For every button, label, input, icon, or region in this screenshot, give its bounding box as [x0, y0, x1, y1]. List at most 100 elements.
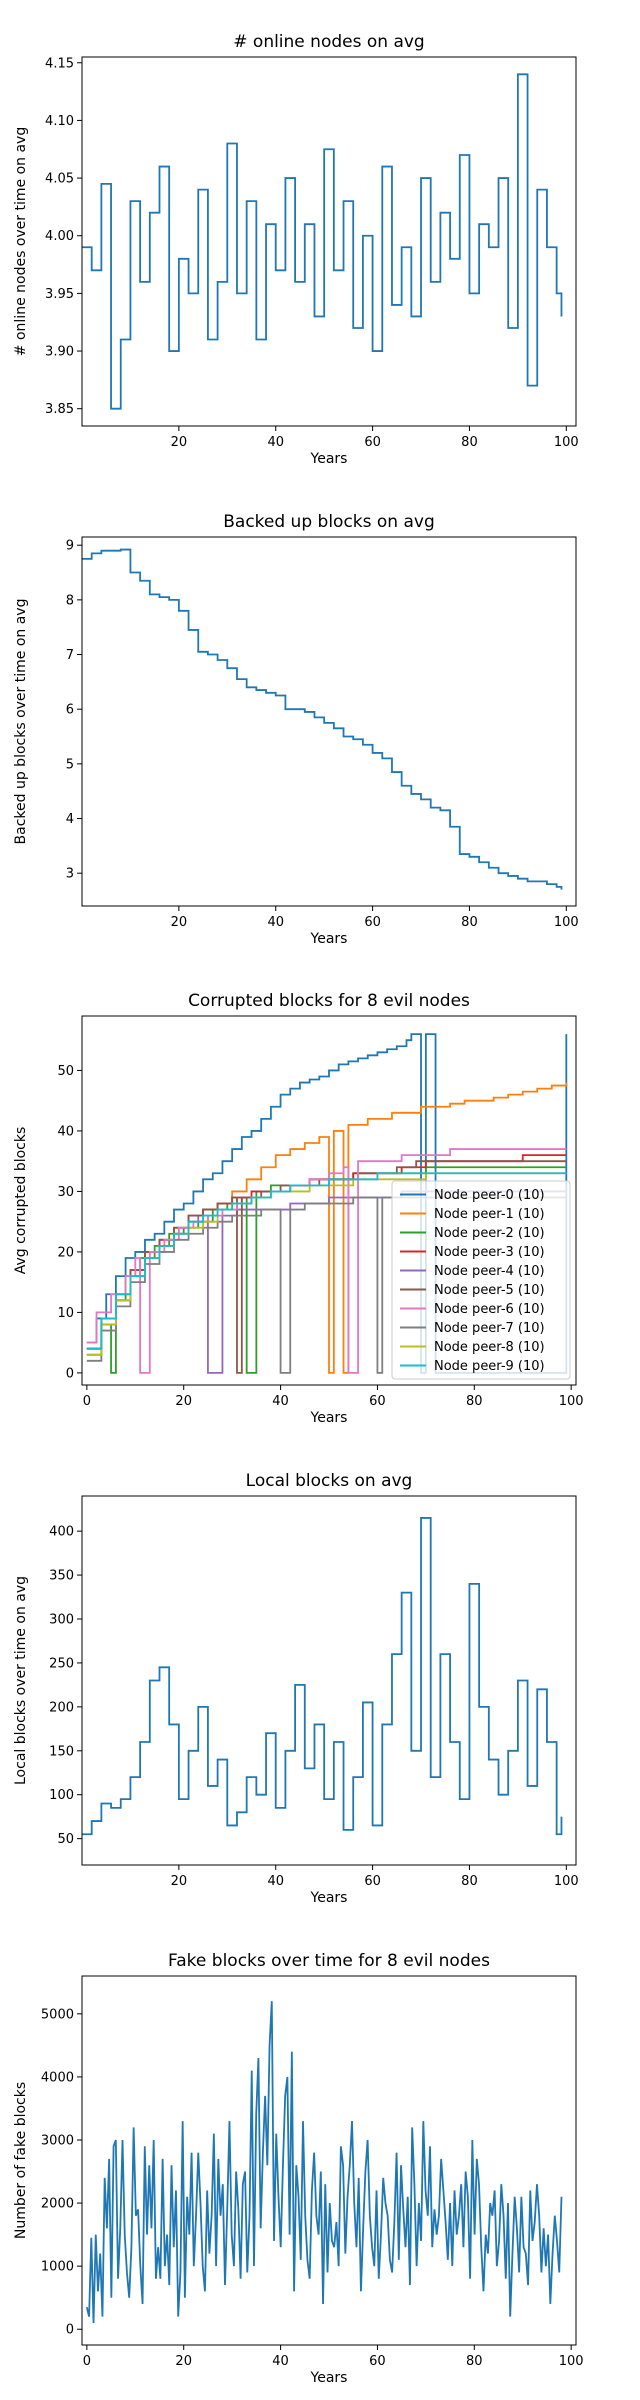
- legend-entry-9: Node peer-9 (10): [434, 1359, 545, 1374]
- y-tick-label: 400: [49, 1525, 74, 1540]
- y-axis-label: Avg corrupted blocks: [13, 1127, 29, 1275]
- plot-frame: [81, 1975, 577, 2346]
- x-axis-label: Years: [310, 451, 348, 467]
- chart-1: Backed up blocks on avg 20 40 60 80 100 3 4 5 6 7 8…: [13, 512, 579, 947]
- x-tick-label: 100: [554, 1874, 579, 1889]
- y-tick-label: 4.05: [45, 172, 74, 187]
- x-tick-label: 20: [171, 435, 188, 450]
- chart-4: Fake blocks over time for 8 evil nodes 0 2…: [13, 1951, 584, 2386]
- y-tick-label: 200: [49, 1700, 74, 1715]
- x-tick-label: 100: [554, 435, 579, 450]
- series-line-0: [82, 1517, 563, 1836]
- plot-frame: [81, 536, 577, 907]
- series-group: [85, 2001, 563, 2323]
- chart-3: Local blocks on avg 20 40 60 80 100 50 100 150 20…: [13, 1471, 579, 1906]
- y-tick-label: 20: [57, 1245, 74, 1260]
- y-tick-label: 4.10: [45, 114, 74, 129]
- chart-title: Corrupted blocks for 8 evil nodes: [188, 991, 470, 1011]
- y-axis-label: # online nodes over time on avg: [13, 127, 29, 356]
- legend-entry-3: Node peer-3 (10): [434, 1245, 545, 1260]
- x-tick-label: 40: [267, 1874, 284, 1889]
- chart-title: Local blocks on avg: [246, 1471, 413, 1491]
- x-tick-label: 40: [272, 1394, 289, 1409]
- y-tick-label: 5: [66, 757, 74, 772]
- y-tick-label: 50: [57, 1064, 74, 1079]
- legend-entry-5: Node peer-5 (10): [434, 1283, 545, 1298]
- y-tick-label: 300: [49, 1613, 74, 1628]
- x-tick-label: 100: [559, 2354, 584, 2369]
- y-tick-label: 3.85: [45, 402, 74, 417]
- x-tick-label: 0: [83, 2354, 91, 2369]
- x-tick-label: 20: [175, 2354, 192, 2369]
- chart-0: # online nodes on avg 20 40 60 80 100 3.85 3.90…: [13, 32, 579, 467]
- x-tick-label: 80: [466, 2354, 483, 2369]
- legend-entry-4: Node peer-4 (10): [434, 1264, 545, 1279]
- chart-2: Corrupted blocks for 8 evil nodes 0 20 40 60…: [13, 991, 584, 1426]
- series-group: [82, 1517, 563, 1836]
- y-tick-label: 40: [57, 1124, 74, 1139]
- x-tick-label: 60: [364, 435, 381, 450]
- series-group: [82, 73, 563, 410]
- y-tick-label: 6: [66, 703, 74, 718]
- y-tick-label: 3000: [41, 2134, 74, 2149]
- series-line-0: [82, 548, 563, 890]
- y-tick-label: 4000: [41, 2070, 74, 2085]
- x-axis-label: Years: [310, 931, 348, 947]
- series-line-7: [86, 1196, 567, 1374]
- y-tick-label: 2000: [41, 2197, 74, 2212]
- x-tick-label: 80: [466, 1394, 483, 1409]
- x-tick-label: 40: [267, 915, 284, 930]
- legend-entry-0: Node peer-0 (10): [434, 1188, 545, 1203]
- x-tick-label: 60: [364, 1874, 381, 1889]
- x-axis-label: Years: [310, 2370, 348, 2386]
- y-tick-label: 250: [49, 1656, 74, 1671]
- plot-frame: [81, 1015, 577, 1386]
- legend-entry-1: Node peer-1 (10): [434, 1207, 545, 1222]
- chart-title: Fake blocks over time for 8 evil nodes: [168, 1951, 490, 1971]
- plot-frame: [81, 56, 577, 427]
- x-axis-label: Years: [310, 1410, 348, 1426]
- y-tick-label: 3.90: [45, 345, 74, 360]
- y-tick-label: 7: [66, 648, 74, 663]
- x-tick-label: 40: [272, 2354, 289, 2369]
- y-tick-label: 0: [66, 2323, 74, 2338]
- x-tick-label: 0: [83, 1394, 91, 1409]
- chart-title: Backed up blocks on avg: [223, 512, 435, 532]
- x-tick-label: 60: [369, 2354, 386, 2369]
- legend-entry-6: Node peer-6 (10): [434, 1302, 545, 1317]
- legend: Node peer-0 (10) Node peer-1 (10) Node pee…: [391, 1180, 571, 1380]
- y-tick-label: 3: [66, 867, 74, 882]
- x-tick-label: 20: [171, 915, 188, 930]
- x-tick-label: 20: [175, 1394, 192, 1409]
- y-tick-label: 3.95: [45, 287, 74, 302]
- y-tick-label: 9: [66, 539, 74, 554]
- y-tick-label: 150: [49, 1744, 74, 1759]
- x-tick-label: 80: [461, 915, 478, 930]
- legend-entry-8: Node peer-8 (10): [434, 1340, 545, 1355]
- x-tick-label: 40: [267, 435, 284, 450]
- plot-frame: [81, 1495, 577, 1866]
- x-axis-label: Years: [310, 1890, 348, 1906]
- y-tick-label: 5000: [41, 2007, 74, 2022]
- series-group: [86, 1033, 568, 1374]
- x-tick-label: 80: [461, 1874, 478, 1889]
- y-axis-label: Local blocks over time on avg: [13, 1576, 29, 1785]
- y-axis-label: Number of fake blocks: [13, 2082, 29, 2239]
- series-line-0: [86, 1033, 568, 1374]
- legend-entry-7: Node peer-7 (10): [434, 1321, 545, 1336]
- y-tick-label: 8: [66, 593, 74, 608]
- x-tick-label: 100: [559, 1394, 584, 1409]
- y-tick-label: 350: [49, 1569, 74, 1584]
- y-tick-label: 30: [57, 1185, 74, 1200]
- legend-box: [391, 1180, 571, 1380]
- y-tick-label: 4.00: [45, 229, 74, 244]
- x-tick-label: 20: [171, 1874, 188, 1889]
- y-tick-label: 4: [66, 812, 74, 827]
- y-tick-label: 100: [49, 1788, 74, 1803]
- series-line-0: [82, 73, 563, 410]
- y-tick-label: 50: [57, 1832, 74, 1847]
- series-group: [82, 548, 563, 890]
- x-tick-label: 100: [554, 915, 579, 930]
- y-tick-label: 0: [66, 1366, 74, 1381]
- x-tick-label: 80: [461, 435, 478, 450]
